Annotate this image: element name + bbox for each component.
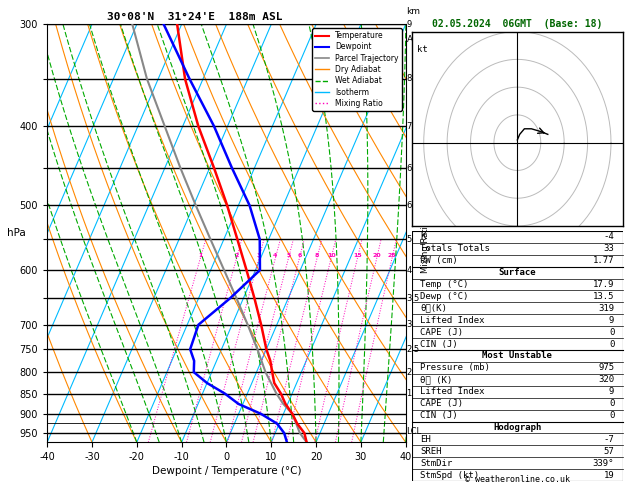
Text: kt: kt <box>416 46 428 54</box>
Text: 0: 0 <box>609 328 615 337</box>
Text: StmDir: StmDir <box>420 459 453 468</box>
Text: -7: -7 <box>604 435 615 444</box>
Text: Most Unstable: Most Unstable <box>482 351 552 361</box>
Text: CIN (J): CIN (J) <box>420 340 458 348</box>
Text: 6: 6 <box>406 164 412 173</box>
Text: 8: 8 <box>315 253 320 258</box>
Text: 02.05.2024  06GMT  (Base: 18): 02.05.2024 06GMT (Base: 18) <box>432 19 603 29</box>
Text: 6: 6 <box>406 201 412 210</box>
Text: Hodograph: Hodograph <box>493 423 542 432</box>
Text: 5: 5 <box>406 235 411 244</box>
Text: 8: 8 <box>406 74 412 84</box>
Text: 0: 0 <box>609 340 615 348</box>
Text: 25: 25 <box>387 253 396 258</box>
Text: 33: 33 <box>604 244 615 253</box>
Text: 57: 57 <box>604 447 615 456</box>
Text: 0: 0 <box>609 411 615 420</box>
Text: 3: 3 <box>406 320 412 329</box>
Text: Dewp (°C): Dewp (°C) <box>420 292 469 301</box>
Text: PW (cm): PW (cm) <box>420 256 458 265</box>
X-axis label: Dewpoint / Temperature (°C): Dewpoint / Temperature (°C) <box>152 466 301 476</box>
Text: 19: 19 <box>604 470 615 480</box>
Text: © weatheronline.co.uk: © weatheronline.co.uk <box>465 474 570 484</box>
Text: 3: 3 <box>257 253 261 258</box>
Text: 320: 320 <box>598 375 615 384</box>
Text: 9: 9 <box>609 387 615 396</box>
Text: θᴄ(K): θᴄ(K) <box>420 304 447 313</box>
Text: 2: 2 <box>235 253 239 258</box>
Text: 4: 4 <box>406 265 411 275</box>
Text: 9: 9 <box>609 316 615 325</box>
Text: 17.9: 17.9 <box>593 280 615 289</box>
Text: θᴄ (K): θᴄ (K) <box>420 375 453 384</box>
Text: 15: 15 <box>353 253 362 258</box>
Legend: Temperature, Dewpoint, Parcel Trajectory, Dry Adiabat, Wet Adiabat, Isotherm, Mi: Temperature, Dewpoint, Parcel Trajectory… <box>313 28 402 111</box>
Text: StmSpd (kt): StmSpd (kt) <box>420 470 479 480</box>
Text: 319: 319 <box>598 304 615 313</box>
Text: 4: 4 <box>273 253 277 258</box>
Text: 1.77: 1.77 <box>593 256 615 265</box>
Text: Mixing Ratio (g/kg): Mixing Ratio (g/kg) <box>421 193 430 273</box>
Text: 6: 6 <box>298 253 302 258</box>
Text: 0: 0 <box>609 399 615 408</box>
Text: 1: 1 <box>198 253 203 258</box>
Text: Pressure (mb): Pressure (mb) <box>420 364 490 372</box>
Text: LCL: LCL <box>406 427 421 436</box>
Text: ASL: ASL <box>406 35 423 44</box>
Text: Surface: Surface <box>499 268 536 277</box>
Text: 339°: 339° <box>593 459 615 468</box>
Text: km: km <box>406 7 420 16</box>
Text: 20: 20 <box>372 253 381 258</box>
Text: 30°08'N  31°24'E  188m ASL: 30°08'N 31°24'E 188m ASL <box>107 12 283 22</box>
Text: 3.5: 3.5 <box>406 294 420 303</box>
Text: EH: EH <box>420 435 431 444</box>
Text: 9: 9 <box>406 20 411 29</box>
Text: 10: 10 <box>327 253 335 258</box>
Text: Lifted Index: Lifted Index <box>420 316 485 325</box>
Text: K: K <box>420 232 426 242</box>
Text: 5: 5 <box>286 253 291 258</box>
Text: CAPE (J): CAPE (J) <box>420 399 464 408</box>
Text: CIN (J): CIN (J) <box>420 411 458 420</box>
Text: -4: -4 <box>604 232 615 242</box>
Text: 2: 2 <box>406 367 411 377</box>
Text: CAPE (J): CAPE (J) <box>420 328 464 337</box>
Text: SREH: SREH <box>420 447 442 456</box>
Text: 13.5: 13.5 <box>593 292 615 301</box>
Text: Totals Totals: Totals Totals <box>420 244 490 253</box>
Text: 7: 7 <box>406 122 412 131</box>
Text: hPa: hPa <box>8 228 26 238</box>
Text: 1: 1 <box>406 389 411 398</box>
Text: Temp (°C): Temp (°C) <box>420 280 469 289</box>
Text: Lifted Index: Lifted Index <box>420 387 485 396</box>
Text: 2.5: 2.5 <box>406 345 420 354</box>
Text: 975: 975 <box>598 364 615 372</box>
